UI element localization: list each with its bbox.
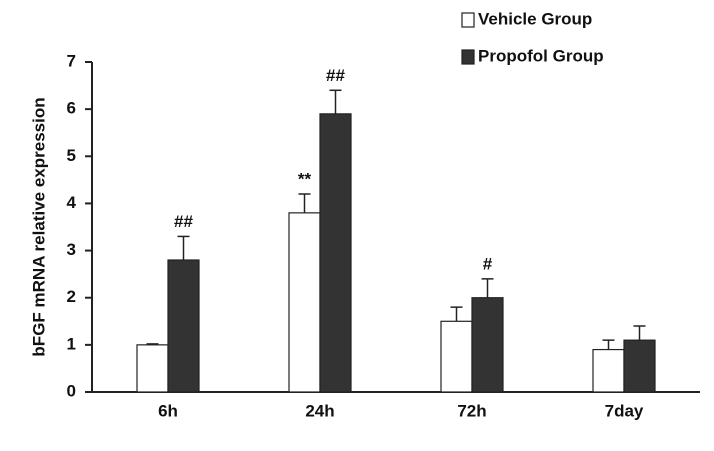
legend-swatch — [461, 12, 475, 28]
significance-mark: ## — [174, 212, 193, 231]
bar — [167, 259, 200, 393]
bar — [136, 344, 169, 393]
error-bar — [481, 278, 494, 298]
legend-label: Vehicle Group — [478, 9, 592, 28]
error-bar — [602, 339, 615, 350]
y-tick-label: 2 — [67, 287, 76, 306]
bar — [319, 113, 352, 393]
y-tick-label: 7 — [67, 51, 76, 70]
significance-mark: # — [483, 254, 493, 273]
significance-mark: ## — [326, 66, 345, 85]
x-tick-label: 24h — [305, 401, 334, 420]
error-bar — [329, 89, 342, 114]
y-tick-label: 3 — [67, 240, 76, 259]
x-tick-label: 7day — [605, 401, 644, 420]
error-bar — [633, 325, 646, 341]
error-bar — [146, 343, 159, 345]
y-tick-label: 0 — [67, 381, 76, 400]
error-bar — [298, 193, 311, 213]
bar — [288, 212, 321, 393]
y-tick-label: 5 — [67, 146, 76, 165]
error-bar — [450, 306, 463, 322]
bar — [440, 320, 473, 393]
x-tick-label: 6h — [158, 401, 178, 420]
y-tick-label: 6 — [67, 99, 76, 118]
error-bar — [177, 235, 190, 260]
legend-label: Propofol Group — [478, 46, 604, 65]
bar — [592, 348, 625, 393]
x-tick-label: 72h — [457, 401, 486, 420]
y-tick-label: 1 — [67, 334, 76, 353]
legend-swatch — [461, 49, 475, 65]
y-axis-label: bFGF mRNA relative expression — [29, 97, 48, 356]
y-tick-label: 4 — [67, 193, 77, 212]
bar — [471, 297, 504, 393]
significance-mark: ** — [298, 169, 312, 188]
bar — [623, 339, 656, 393]
